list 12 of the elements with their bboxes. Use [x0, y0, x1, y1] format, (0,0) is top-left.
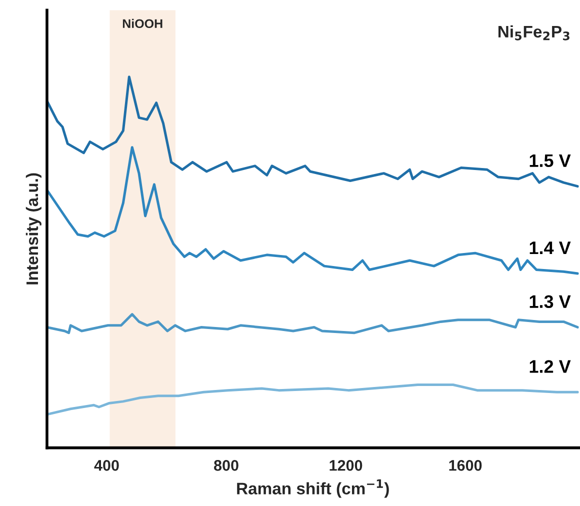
- x-tick-label: 400: [94, 460, 119, 471]
- x-tick-label: 1600: [449, 460, 482, 471]
- x-axis-title: Raman shift (cm$^{−1}$): [237, 479, 389, 498]
- series-label: 1.4 V: [530, 242, 571, 254]
- text: Ni$_{5}$Fe$_{2}$P$_{3}$: [498, 25, 570, 40]
- band-label: NiOOH: [122, 18, 162, 28]
- x-tick-label: 1200: [330, 460, 362, 471]
- series-label: 1.2 V: [530, 360, 571, 373]
- y-axis-title: Intensity (a.u.): [26, 173, 42, 284]
- x-tick-label: 800: [214, 460, 238, 471]
- series-label: 1.5 V: [530, 154, 571, 168]
- series-label: 1.3 V: [530, 295, 571, 308]
